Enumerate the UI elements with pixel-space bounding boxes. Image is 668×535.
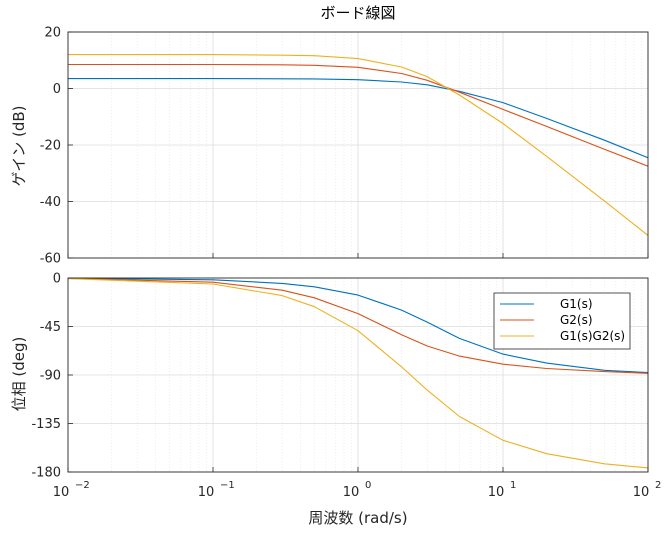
legend: G1(s)G2(s)G1(s)G2(s) bbox=[493, 292, 631, 350]
x-tick-label: 10 bbox=[53, 485, 70, 500]
phase-y-tick-label: 0 bbox=[53, 272, 61, 287]
phase-series-g1-s bbox=[67, 277, 649, 374]
gain-y-tick-label: -40 bbox=[40, 195, 61, 210]
x-tick-label: 10 bbox=[198, 485, 215, 500]
phase-y-tick-label: -135 bbox=[31, 417, 61, 432]
gain-y-tick-label: 0 bbox=[53, 82, 61, 97]
x-tick-label: 10 bbox=[343, 485, 360, 500]
phase-y-tick-label: -90 bbox=[40, 369, 61, 384]
x-tick-label: 10 bbox=[488, 485, 505, 500]
gain-series-g1-s-g2-s bbox=[68, 54, 649, 236]
x-tick-exponent: 2 bbox=[655, 480, 661, 491]
legend-label: G2(s) bbox=[560, 313, 593, 327]
phase-series-g1-s-g2-s bbox=[67, 278, 649, 469]
gain-axes: 20 0 -20 -40 -60 bbox=[40, 26, 649, 267]
gain-y-label: ゲイン (dB) bbox=[10, 106, 28, 187]
legend-label: G1(s) bbox=[560, 297, 593, 311]
x-axis-label: 周波数 (rad/s) bbox=[308, 509, 407, 527]
gain-y-tick-label: -60 bbox=[40, 252, 61, 267]
legend-label: G1(s)G2(s) bbox=[560, 329, 625, 343]
x-tick-exponent: −1 bbox=[220, 480, 235, 491]
phase-y-tick-label: -45 bbox=[40, 320, 61, 335]
x-tick-label: 10 bbox=[633, 485, 650, 500]
gain-y-tick-label: -20 bbox=[40, 139, 61, 154]
legend-box bbox=[493, 292, 631, 350]
chart-title: ボード線図 bbox=[320, 4, 395, 22]
gain-y-tick-label: 20 bbox=[44, 26, 61, 41]
x-tick-exponent: 1 bbox=[510, 480, 516, 491]
phase-y-tick-label: -180 bbox=[31, 466, 61, 481]
x-tick-exponent: 0 bbox=[365, 480, 371, 491]
phase-y-label: 位相 (deg) bbox=[10, 337, 28, 412]
gain-series-g1-s bbox=[68, 78, 649, 159]
gain-series-g2-s bbox=[68, 63, 649, 167]
x-tick-exponent: −2 bbox=[75, 480, 90, 491]
phase-series-g2-s bbox=[67, 277, 649, 374]
